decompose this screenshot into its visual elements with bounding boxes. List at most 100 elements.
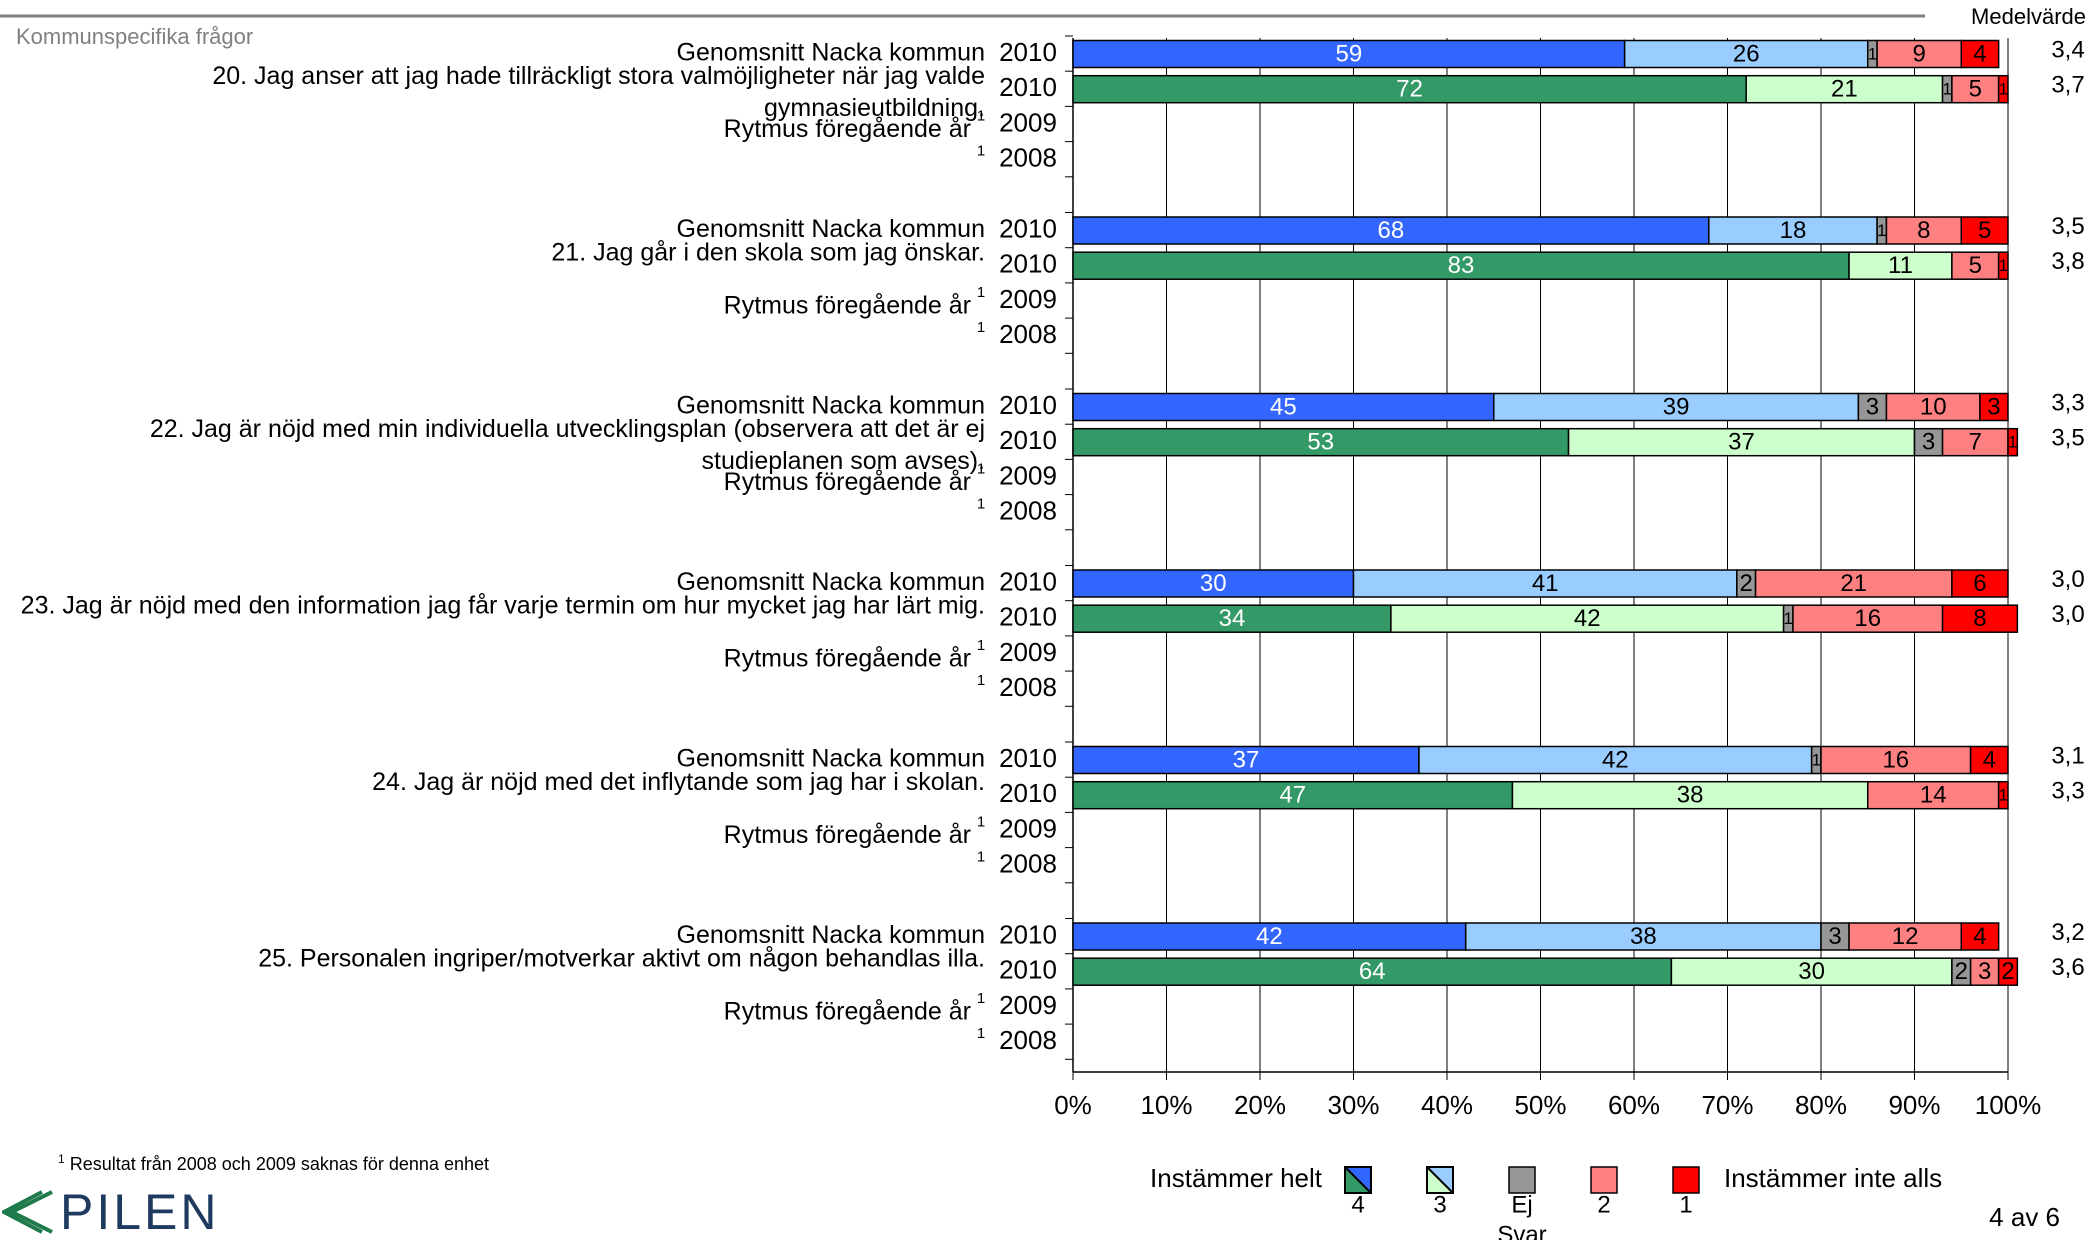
bar-value-label: 30 (1200, 570, 1227, 597)
year-label: 2010 (999, 778, 1057, 808)
logo-text: PILEN (60, 1184, 220, 1240)
bar-value-label: 16 (1854, 605, 1881, 632)
bar-segment (2007, 427, 2019, 457)
mean-value: 3,4 (2051, 36, 2084, 63)
footnote-mark: 1 (977, 107, 985, 124)
legend-item-label: 3 (1433, 1191, 1446, 1218)
year-label: 2008 (999, 672, 1057, 702)
row-label-average: Genomsnitt Nacka kommun (677, 215, 985, 243)
bar-value-label: 68 (1378, 217, 1405, 244)
row-label-average: Genomsnitt Nacka kommun (677, 39, 985, 67)
year-label: 2010 (999, 390, 1057, 420)
mean-value: 3,8 (2051, 248, 2084, 275)
bar-segment (1820, 922, 1850, 951)
footnote-mark: 1 (977, 143, 985, 160)
mean-value: 3,2 (2051, 919, 2084, 946)
question-text: 20. Jag anser att jag hade tillräckligt … (212, 62, 985, 90)
bar-value-label: 38 (1677, 782, 1704, 809)
page-number: 4 av 6 (1989, 1202, 2060, 1232)
bar-segment (1754, 569, 1953, 598)
bar-segment (1951, 74, 2000, 104)
arrow-logo-icon (2, 1190, 53, 1234)
x-tick-label: 80% (1795, 1090, 1847, 1120)
legend-swatch-diagonal (1426, 1166, 1454, 1194)
bar-value-label: 41 (1532, 570, 1559, 597)
bar-value-label: 2 (1740, 570, 1753, 597)
bar-value-label: 16 (1882, 746, 1909, 773)
x-tick-label: 20% (1234, 1090, 1286, 1120)
year-label: 2009 (999, 637, 1057, 667)
bar-value-label: 4 (1973, 923, 1986, 950)
x-tick-label: 40% (1421, 1090, 1473, 1120)
bar-value-label: 42 (1574, 605, 1601, 632)
bar-value-label: 1 (1868, 44, 1877, 63)
bar-value-label: 1 (1812, 750, 1821, 769)
year-label: 2010 (999, 743, 1057, 773)
bar-value-label: 5 (1969, 76, 1982, 103)
bar-segment (1951, 569, 2009, 598)
bar-value-label: 53 (1307, 429, 1334, 456)
bar-value-label: 47 (1279, 782, 1306, 809)
footnote-mark: 1 (977, 990, 985, 1007)
legend-item-label: 2 (1597, 1191, 1610, 1218)
bar-segment (1418, 745, 1813, 775)
bar-segment (1511, 780, 1869, 810)
bar-value-label: 39 (1663, 393, 1690, 420)
bar-value-label: 45 (1270, 393, 1297, 420)
bar-value-label: 5 (1978, 217, 1991, 244)
bar-value-label: 8 (1917, 217, 1930, 244)
bar-value-label: 5 (1969, 252, 1982, 279)
question-text: gymnasieutbildning. (764, 94, 985, 122)
bar-segment (1885, 216, 1962, 245)
legend-swatch (1508, 1166, 1536, 1194)
bar-value-label: 21 (1840, 570, 1867, 597)
bar-segment (1997, 780, 2009, 810)
x-tick-label: 0% (1054, 1090, 1092, 1120)
footnote-mark: 1 (977, 460, 985, 477)
bar-value-label: 30 (1798, 958, 1825, 985)
bar-value-label: 42 (1602, 746, 1629, 773)
bar-segment (1072, 74, 1747, 104)
mean-value: 3,3 (2051, 389, 2084, 416)
bar-segment (1997, 957, 2019, 986)
bar-segment (1708, 216, 1878, 245)
mean-value: 3,0 (2051, 601, 2084, 628)
bar-value-label: 1 (1999, 256, 2008, 275)
bar-value-label: 12 (1892, 923, 1919, 950)
footnote-text: Resultat från 2008 och 2009 saknas för d… (69, 1154, 490, 1174)
bar-value-label: 14 (1920, 782, 1947, 809)
bar-segment (1913, 427, 1944, 457)
bar-value-label: 3 (1922, 429, 1935, 456)
bar-value-label: 8 (1973, 605, 1986, 632)
bar-segment (1885, 392, 1981, 422)
row-label-previous-year: Rytmus föregående år (724, 821, 971, 849)
year-label: 2009 (999, 813, 1057, 843)
year-label: 2010 (999, 425, 1057, 455)
bar-segment (1960, 922, 2000, 951)
bar-value-label: 10 (1920, 393, 1947, 420)
year-label: 2008 (999, 495, 1057, 525)
x-tick-label: 60% (1608, 1090, 1660, 1120)
bar-segment (1820, 745, 1972, 775)
mean-column-label: Medelvärde (1971, 4, 2086, 29)
question-text: 21. Jag går i den skola som jag önskar. (551, 239, 985, 267)
mean-value: 3,5 (2051, 425, 2084, 452)
row-label-average: Genomsnitt Nacka kommun (677, 921, 985, 949)
bar-segment (1072, 957, 1673, 986)
year-label: 2010 (999, 566, 1057, 596)
mean-value: 3,7 (2051, 72, 2084, 99)
x-tick-label: 100% (1975, 1090, 2042, 1120)
bar-value-label: 18 (1780, 217, 1807, 244)
footnote-mark: 1 (977, 849, 985, 866)
bar-segment (1960, 216, 2009, 245)
bar-segment (1072, 780, 1514, 810)
bar-segment (1745, 74, 1944, 104)
bar-segment (1857, 392, 1888, 422)
bar-value-label: 9 (1912, 40, 1925, 67)
bar-value-label: 6 (1973, 570, 1986, 597)
year-label: 2010 (999, 249, 1057, 279)
footnote-mark: 1 (977, 672, 985, 689)
legend-swatch (1672, 1166, 1700, 1194)
legend-swatch-border (1344, 1166, 1372, 1194)
x-tick-label: 30% (1327, 1090, 1379, 1120)
